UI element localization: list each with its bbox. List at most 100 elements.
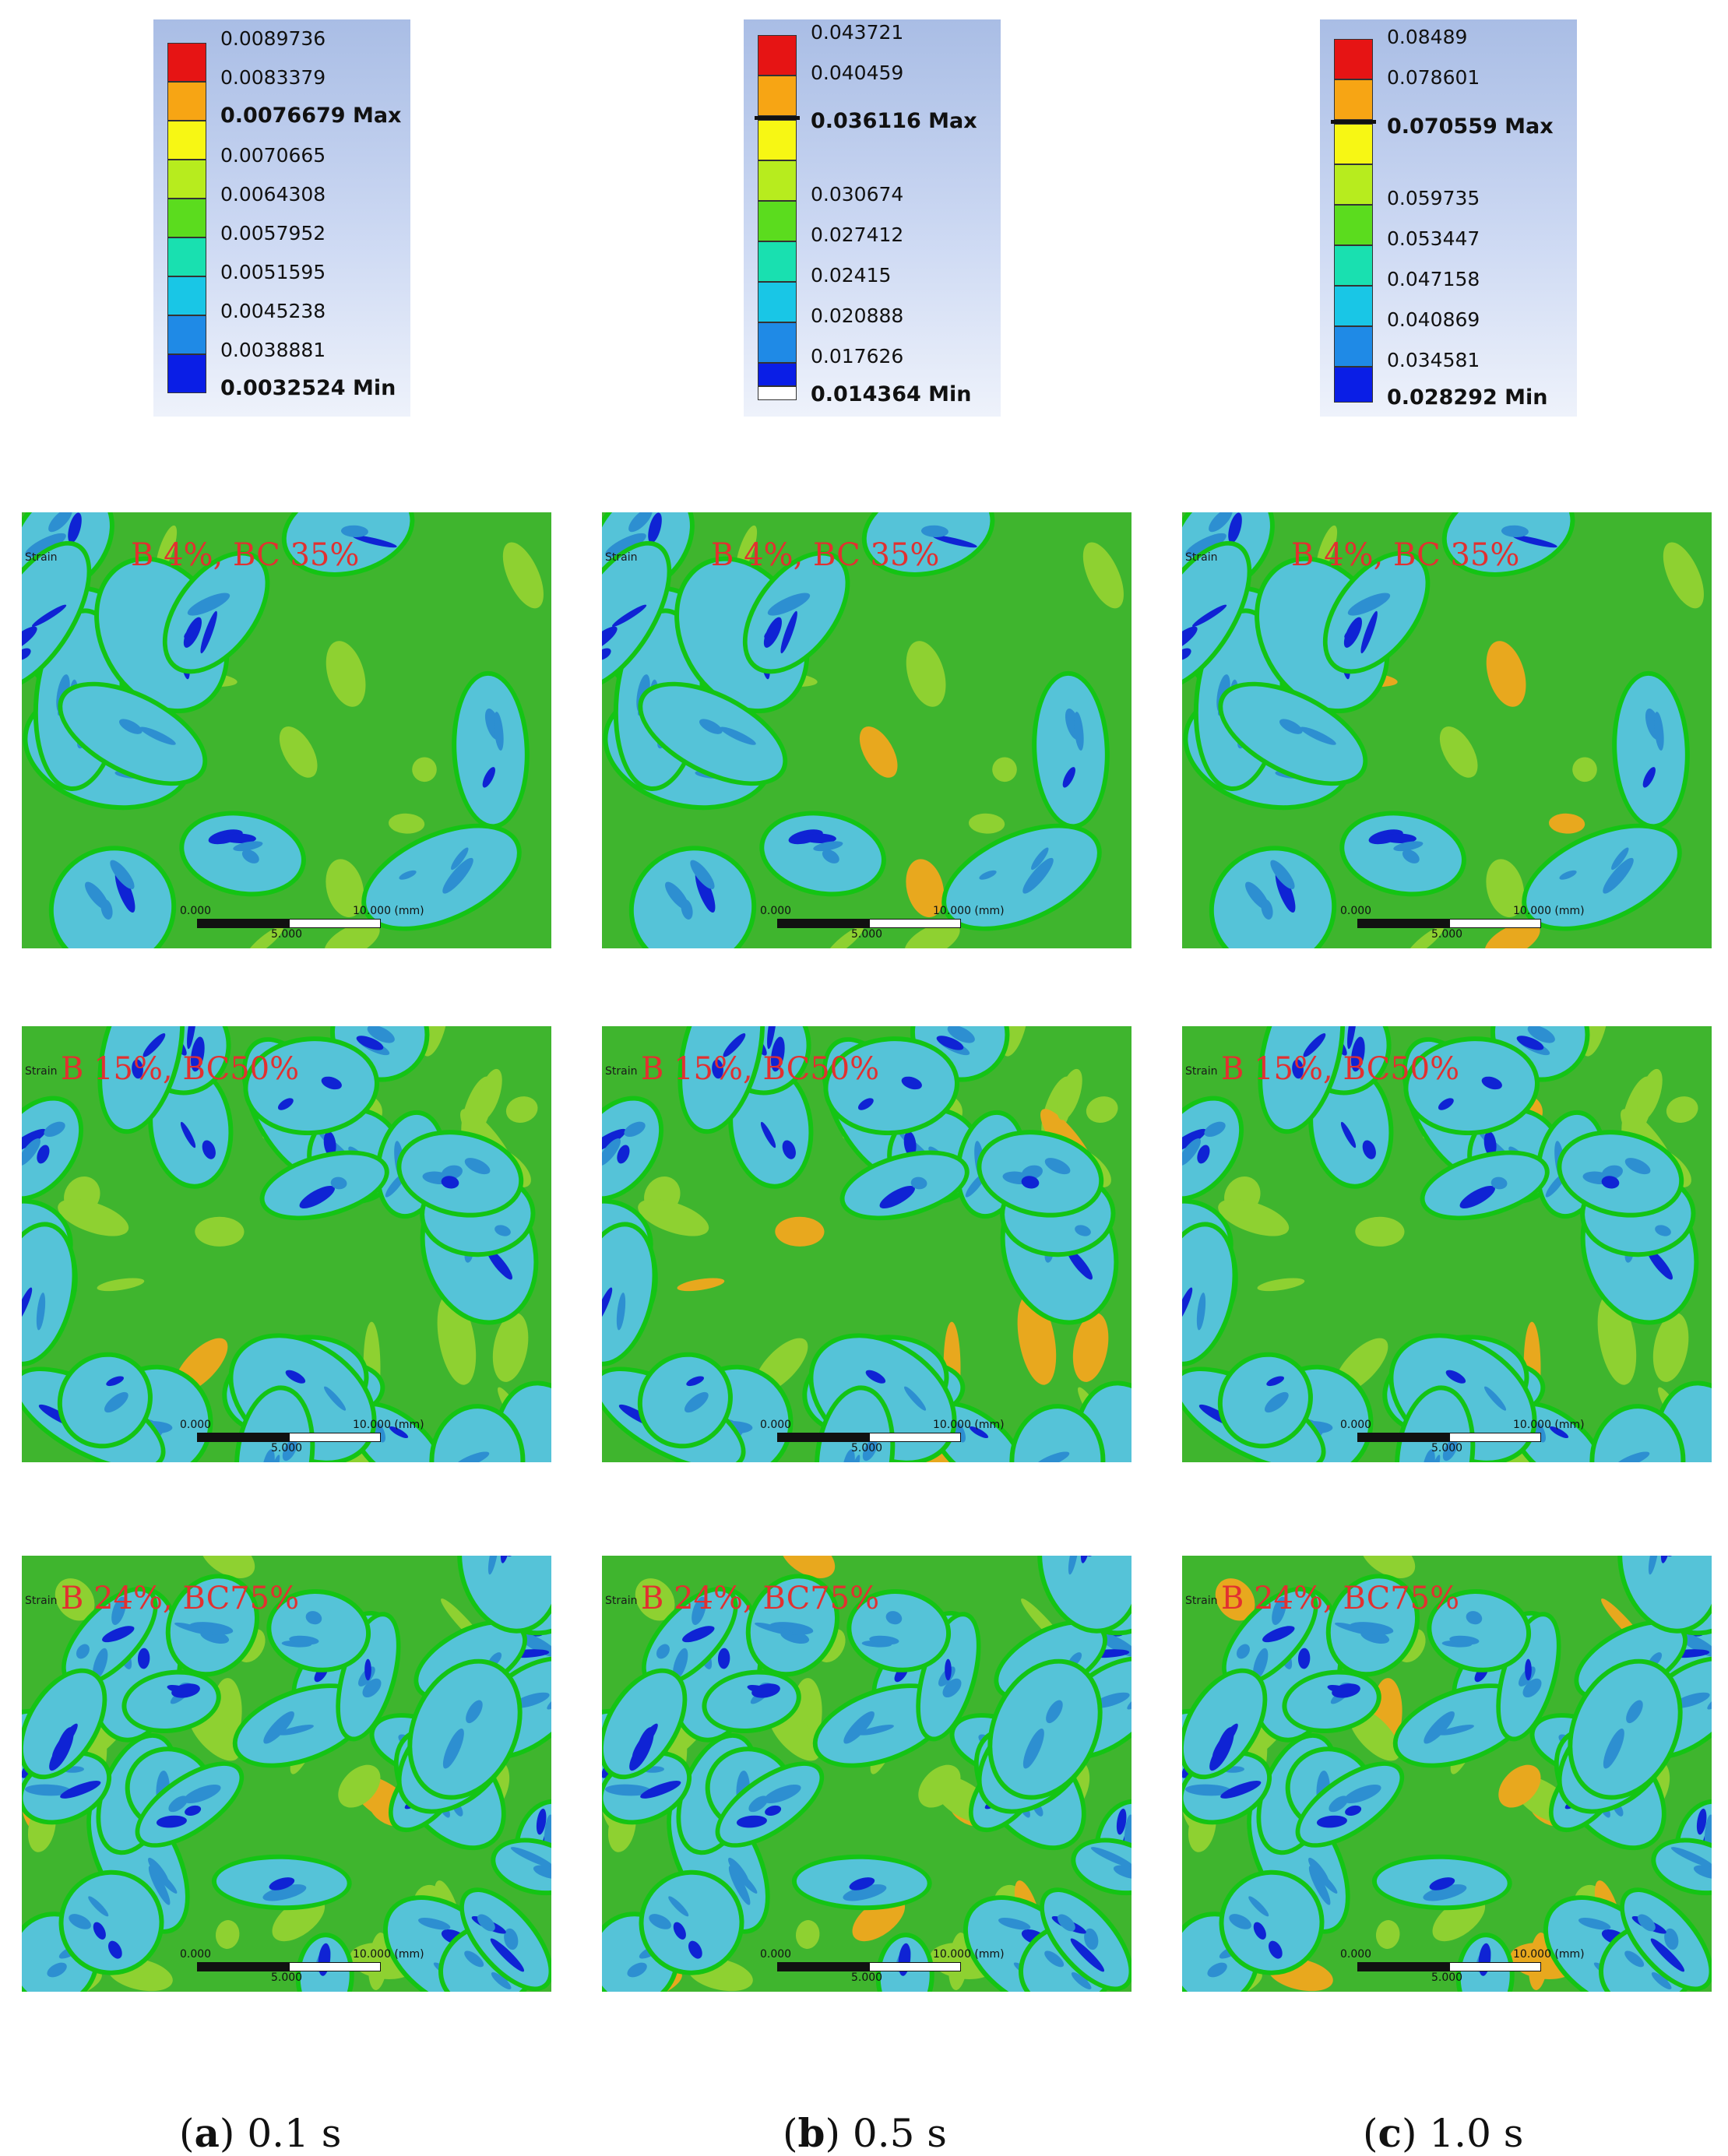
particle	[429, 1404, 526, 1462]
high-strain-streak	[55, 1727, 74, 1761]
streak	[516, 1631, 551, 1658]
streak	[1654, 712, 1664, 751]
streak	[842, 1449, 855, 1462]
particle	[165, 1574, 260, 1677]
streak	[858, 1725, 894, 1736]
high-strain-streak	[760, 1121, 776, 1148]
particle-body	[1622, 1556, 1712, 1629]
particle	[1009, 1404, 1106, 1462]
matrix-patch	[635, 1578, 675, 1621]
legend-value: 0.0051595	[220, 261, 326, 283]
matrix-patch	[1549, 813, 1585, 834]
particle	[1182, 1222, 1237, 1366]
legend-value: 0.027412	[811, 223, 904, 246]
streak	[699, 719, 723, 734]
particle	[396, 1130, 524, 1218]
matrix-patch	[492, 1312, 529, 1382]
high-strain-streak	[156, 1815, 187, 1828]
scale-bar-empty	[1449, 1962, 1541, 1971]
particle	[639, 1869, 744, 1975]
streak	[1074, 712, 1084, 751]
strain-label: Strain	[605, 1065, 638, 1078]
streak	[767, 593, 811, 616]
streak	[1347, 593, 1391, 616]
particle-body	[1223, 1874, 1320, 1971]
strain-label: Strain	[605, 1595, 638, 1607]
matrix-patch	[215, 1920, 240, 1949]
matrix-patch	[948, 1933, 969, 1990]
scale-zero-label: 0.000	[180, 905, 212, 917]
matrix-patch	[1666, 1096, 1698, 1124]
particle	[1420, 1150, 1550, 1221]
streak	[720, 726, 756, 745]
high-strain-streak	[22, 648, 31, 660]
high-strain-streak	[323, 1131, 336, 1157]
high-strain-streak	[879, 1185, 915, 1209]
streak	[88, 1896, 109, 1917]
streak	[305, 1611, 322, 1625]
streak	[263, 1711, 294, 1744]
high-strain-streak	[1191, 604, 1227, 627]
streak	[174, 1622, 214, 1636]
streak	[1438, 1725, 1474, 1736]
color-swatch	[758, 363, 797, 386]
matrix-patch	[338, 1764, 381, 1808]
high-strain-streak	[299, 1185, 335, 1209]
particle	[493, 1380, 551, 1462]
particle	[759, 811, 886, 897]
particle-body	[23, 1672, 103, 1775]
particle	[491, 1838, 551, 1896]
scale-end-label: 10.000 (mm)	[1513, 1948, 1585, 1961]
high-strain-streak	[1650, 1938, 1685, 1972]
particle-body	[1222, 1356, 1308, 1444]
particle-body	[603, 1672, 683, 1775]
particle	[637, 1352, 733, 1449]
matrix-patch	[55, 1578, 95, 1621]
streak	[862, 1439, 878, 1461]
high-strain-streak	[682, 1626, 715, 1643]
high-strain-streak	[1253, 1922, 1266, 1940]
particle	[791, 1854, 932, 1911]
streak	[148, 1857, 169, 1885]
legend-min-value: 0.028292 Min	[1387, 385, 1548, 410]
high-strain-streak	[1360, 610, 1378, 654]
particle	[1392, 1683, 1530, 1768]
scale-bar-filled	[1357, 1962, 1449, 1971]
streak	[1626, 1700, 1643, 1724]
composition-caption: B 24%, BC75%	[1221, 1581, 1460, 1616]
streak	[1209, 512, 1233, 533]
matrix-patch	[1057, 1068, 1082, 1120]
streak	[1664, 1928, 1679, 1950]
scale-bar-filled	[197, 919, 289, 928]
matrix-patch	[906, 859, 945, 918]
particle-body	[62, 1356, 148, 1444]
particle-body	[1572, 1663, 1678, 1795]
particle	[1295, 1761, 1405, 1848]
matrix-patch	[1360, 1556, 1416, 1578]
color-swatch	[758, 241, 797, 282]
scale-bar-empty	[869, 919, 961, 928]
streak	[262, 1884, 307, 1901]
streak	[330, 1176, 347, 1190]
color-swatch	[167, 82, 206, 121]
scale-bar-filled	[197, 1962, 289, 1971]
particle-body	[682, 1026, 761, 1130]
color-swatch	[167, 315, 206, 354]
streak	[1522, 1678, 1542, 1698]
high-strain-streak	[932, 535, 977, 548]
legend-value: 0.040459	[811, 62, 904, 84]
streak	[604, 1784, 652, 1796]
high-strain-streak	[1070, 1938, 1105, 1972]
high-strain-streak	[1228, 512, 1242, 543]
streak	[628, 512, 653, 533]
color-swatch	[167, 237, 206, 276]
color-swatch	[758, 322, 797, 363]
legend-min-value: 0.014364 Min	[811, 382, 972, 406]
composition-caption: B 15%, BC50%	[641, 1051, 880, 1087]
legend-value: 0.0064308	[220, 183, 326, 206]
streak	[1527, 1026, 1555, 1043]
particle	[1325, 1574, 1420, 1677]
streak	[1196, 1293, 1206, 1331]
high-strain-streak	[857, 1098, 874, 1110]
particle	[677, 1026, 765, 1134]
